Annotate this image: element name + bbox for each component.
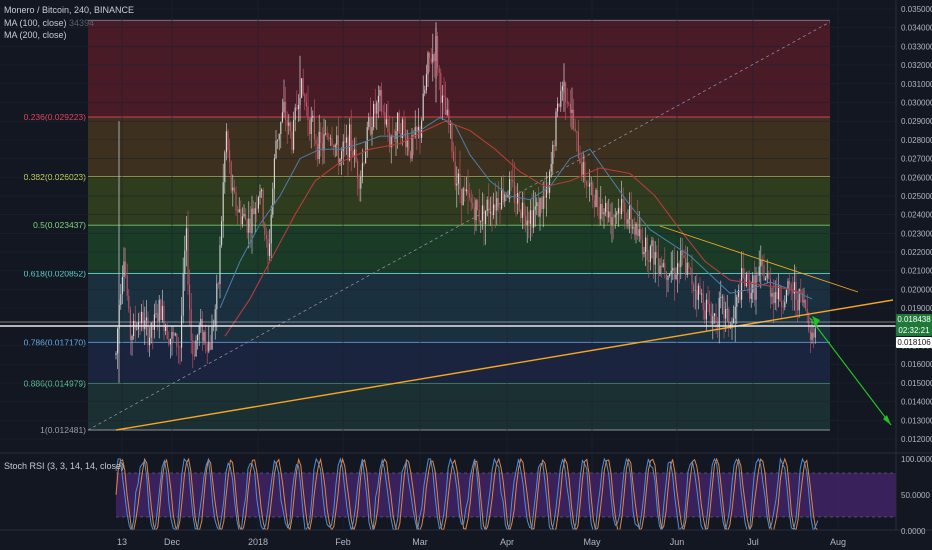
price-axis-label: 0.035000 [901, 5, 932, 14]
fib-level-label: 0.786(0.017170) [24, 337, 87, 347]
price-axis-label: 0.012000 [901, 435, 932, 444]
countdown-tag: 02:32:21 [896, 325, 932, 336]
price-axis[interactable]: 0.035000 0.034000 0.033000 0.032000 0.031000… [901, 5, 932, 444]
price-axis-label: 0.015000 [901, 379, 932, 388]
fib-level-label: 0.886(0.014979) [24, 378, 87, 388]
stoch-label: Stoch RSI (3, 3, 14, 14, close) [4, 461, 125, 471]
time-axis-label: Jul [747, 537, 759, 547]
time-axis-label: Jun [670, 537, 685, 547]
price-axis-label: 0.031000 [901, 80, 932, 89]
stoch-axis-label: 0.0000 [901, 527, 926, 536]
support-trendline[interactable] [115, 299, 894, 431]
resistance-trendline[interactable] [659, 225, 859, 293]
fib-level-label: 0.382(0.026023) [24, 172, 87, 182]
fib-level-label: 0.5(0.023437) [33, 220, 86, 230]
ma100-legend: MA (100, close) 34394 [4, 18, 94, 29]
price-axis-label: 0.027000 [901, 155, 932, 164]
time-axis-label: Dec [164, 537, 181, 547]
price-axis-label: 0.028000 [901, 136, 932, 145]
price-axis-label: 0.032000 [901, 61, 932, 70]
stoch-legend: Stoch RSI (3, 3, 14, 14, close) [4, 461, 124, 472]
price-axis-label: 0.030000 [901, 98, 932, 107]
last-price-tag: 0.018438 [896, 314, 932, 325]
price-axis-label: 0.026000 [901, 173, 932, 182]
fib-level-label: 1(0.012481) [40, 425, 86, 435]
price-axis-label: 0.019000 [901, 304, 932, 313]
time-axis-label: May [583, 537, 601, 547]
stoch-axis[interactable]: 100.0000 50.0000 0.0000 [901, 455, 932, 536]
price-axis-label: 0.034000 [901, 24, 932, 33]
time-axis-label: Apr [500, 537, 514, 547]
fib-level-label: 0.618(0.020852) [24, 269, 87, 279]
time-axis-label: Mar [412, 537, 428, 547]
stoch-axis-label: 100.0000 [901, 455, 932, 464]
price-axis-label: 0.014000 [901, 398, 932, 407]
stoch-d-line [115, 457, 819, 530]
symbol-title: Monero / Bitcoin, 240, BINANCE [4, 5, 135, 15]
price-axis-label: 0.016000 [901, 360, 932, 369]
price-axis-label: 0.029000 [901, 117, 932, 126]
ma200-line [224, 120, 806, 337]
time-axis[interactable]: 13 Dec 2018 Feb Mar Apr May Jun Jul Aug [117, 537, 846, 547]
symbol-legend: Monero / Bitcoin, 240, BINANCE [4, 5, 134, 16]
ma100-value: 34394 [69, 18, 95, 28]
time-axis-label: 13 [117, 537, 127, 547]
cursor-price-tag: 0.018106 [896, 337, 932, 348]
price-axis-label: 0.022000 [901, 248, 932, 257]
ma200-label: MA (200, close) [4, 30, 67, 40]
fib-level-label: 0.236(0.029223) [24, 112, 87, 122]
price-axis-label: 0.013000 [901, 416, 932, 425]
price-axis-label: 0.023000 [901, 229, 932, 238]
stoch-axis-label: 50.0000 [901, 491, 930, 500]
ma100-line [219, 116, 813, 309]
price-axis-label: 0.025000 [901, 192, 932, 201]
projection-arrow[interactable] [809, 316, 892, 426]
ma100-label: MA (100, close) [4, 18, 67, 28]
price-axis-label: 0.020000 [901, 285, 932, 294]
time-axis-label: Feb [335, 537, 351, 547]
stoch-k-line [115, 457, 819, 530]
time-axis-label: Aug [830, 537, 846, 547]
price-axis-label: 0.024000 [901, 211, 932, 220]
ma200-legend: MA (200, close) [4, 30, 67, 41]
price-axis-label: 0.033000 [901, 42, 932, 51]
price-axis-label: 0.021000 [901, 267, 932, 276]
time-axis-label: 2018 [248, 537, 268, 547]
